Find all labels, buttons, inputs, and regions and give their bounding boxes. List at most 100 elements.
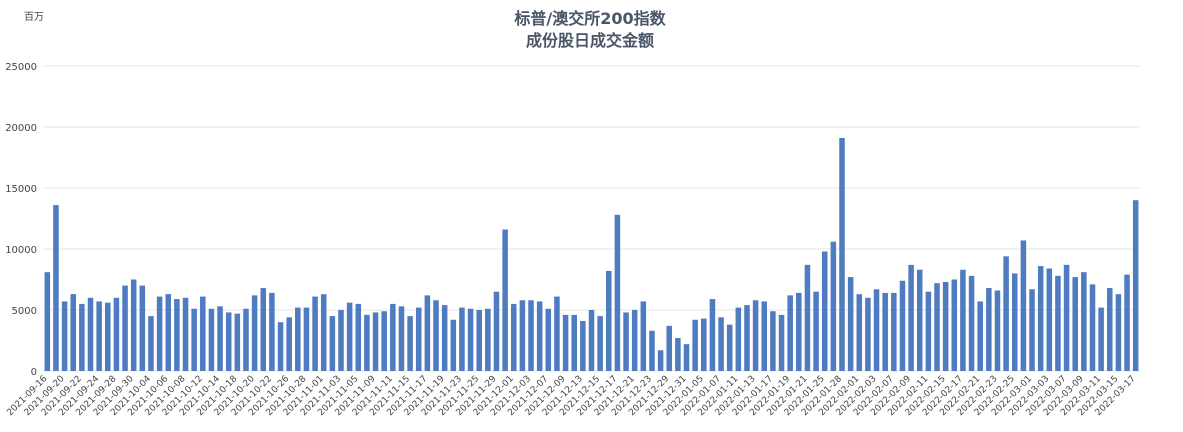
bar — [415, 307, 422, 371]
bar — [942, 281, 949, 371]
bar — [545, 308, 552, 371]
bar — [130, 279, 137, 371]
bar — [606, 270, 612, 371]
bar — [234, 313, 241, 371]
bar — [251, 295, 258, 371]
bar — [1132, 200, 1139, 371]
y-tick-label: 15000 — [5, 184, 37, 195]
bar — [53, 205, 59, 371]
bar — [960, 269, 966, 371]
bar — [519, 300, 526, 371]
bar — [623, 312, 629, 371]
bar — [174, 299, 180, 371]
bar — [79, 303, 85, 371]
chart-subtitle: 成份股日成交金额 — [526, 31, 654, 50]
bar — [139, 285, 146, 371]
bar — [1046, 268, 1053, 371]
bar — [692, 319, 698, 371]
bar — [225, 312, 232, 371]
bar — [208, 308, 215, 371]
bar — [295, 307, 301, 371]
bar — [1115, 294, 1122, 371]
bar — [726, 324, 733, 371]
y-tick-label: 20000 — [5, 123, 37, 134]
bar — [571, 314, 577, 371]
bar — [70, 294, 76, 371]
bar — [485, 308, 491, 371]
bar — [709, 299, 716, 371]
bar — [96, 301, 102, 371]
bar — [925, 291, 932, 371]
bar — [1029, 289, 1035, 371]
bar — [631, 310, 638, 371]
bar — [562, 314, 569, 371]
bar — [735, 307, 742, 371]
bar — [476, 310, 482, 371]
bar — [355, 303, 362, 371]
bar — [873, 289, 880, 371]
chart-title: 标普/澳交所200指数 — [513, 9, 666, 28]
bar — [908, 264, 914, 371]
bar — [372, 312, 379, 371]
bar — [87, 297, 94, 371]
bar — [433, 300, 439, 371]
bar — [934, 283, 940, 371]
bar — [1124, 274, 1130, 371]
bar — [398, 306, 405, 371]
bar — [1037, 266, 1044, 371]
bar — [1011, 273, 1018, 371]
bar — [390, 303, 396, 371]
bar — [865, 297, 871, 371]
bar — [1055, 275, 1061, 371]
bar — [1063, 264, 1070, 371]
bar — [830, 241, 837, 371]
y-tick-label: 5000 — [12, 306, 37, 317]
bar — [588, 310, 595, 371]
bar — [891, 292, 897, 371]
bar — [718, 317, 724, 371]
bar — [381, 311, 387, 371]
bar — [277, 322, 284, 371]
bar — [701, 318, 707, 371]
bar — [951, 279, 958, 371]
bar — [424, 295, 431, 371]
y-axis-unit: 百万 — [24, 11, 44, 23]
bar — [467, 308, 474, 371]
bar — [122, 285, 128, 371]
bar — [666, 325, 673, 371]
bar — [994, 290, 1001, 371]
bar — [640, 301, 647, 371]
bar — [597, 316, 603, 371]
bar — [761, 301, 768, 371]
bar — [1107, 288, 1113, 371]
bar — [744, 305, 750, 371]
bar — [113, 297, 120, 371]
bar — [269, 292, 275, 371]
bar — [1072, 277, 1078, 371]
bar — [554, 296, 560, 371]
bar — [839, 137, 845, 371]
bar — [243, 308, 249, 371]
bar — [200, 296, 206, 371]
y-tick-label: 10000 — [5, 245, 37, 256]
bar — [683, 344, 690, 371]
bar — [510, 303, 517, 371]
bar — [899, 280, 906, 371]
bar — [182, 297, 189, 371]
bar — [441, 305, 448, 371]
bar — [459, 307, 465, 371]
bar — [312, 296, 318, 371]
bar — [847, 277, 854, 371]
bar — [450, 319, 457, 371]
bar — [303, 307, 310, 371]
bar — [614, 214, 621, 371]
bar — [260, 288, 267, 371]
bar — [675, 338, 681, 371]
bar — [407, 316, 413, 371]
bar — [1003, 256, 1009, 371]
y-tick-label: 25000 — [5, 62, 37, 73]
bar — [338, 310, 344, 371]
bar — [493, 291, 500, 371]
bar — [977, 301, 983, 371]
bar — [217, 306, 223, 371]
